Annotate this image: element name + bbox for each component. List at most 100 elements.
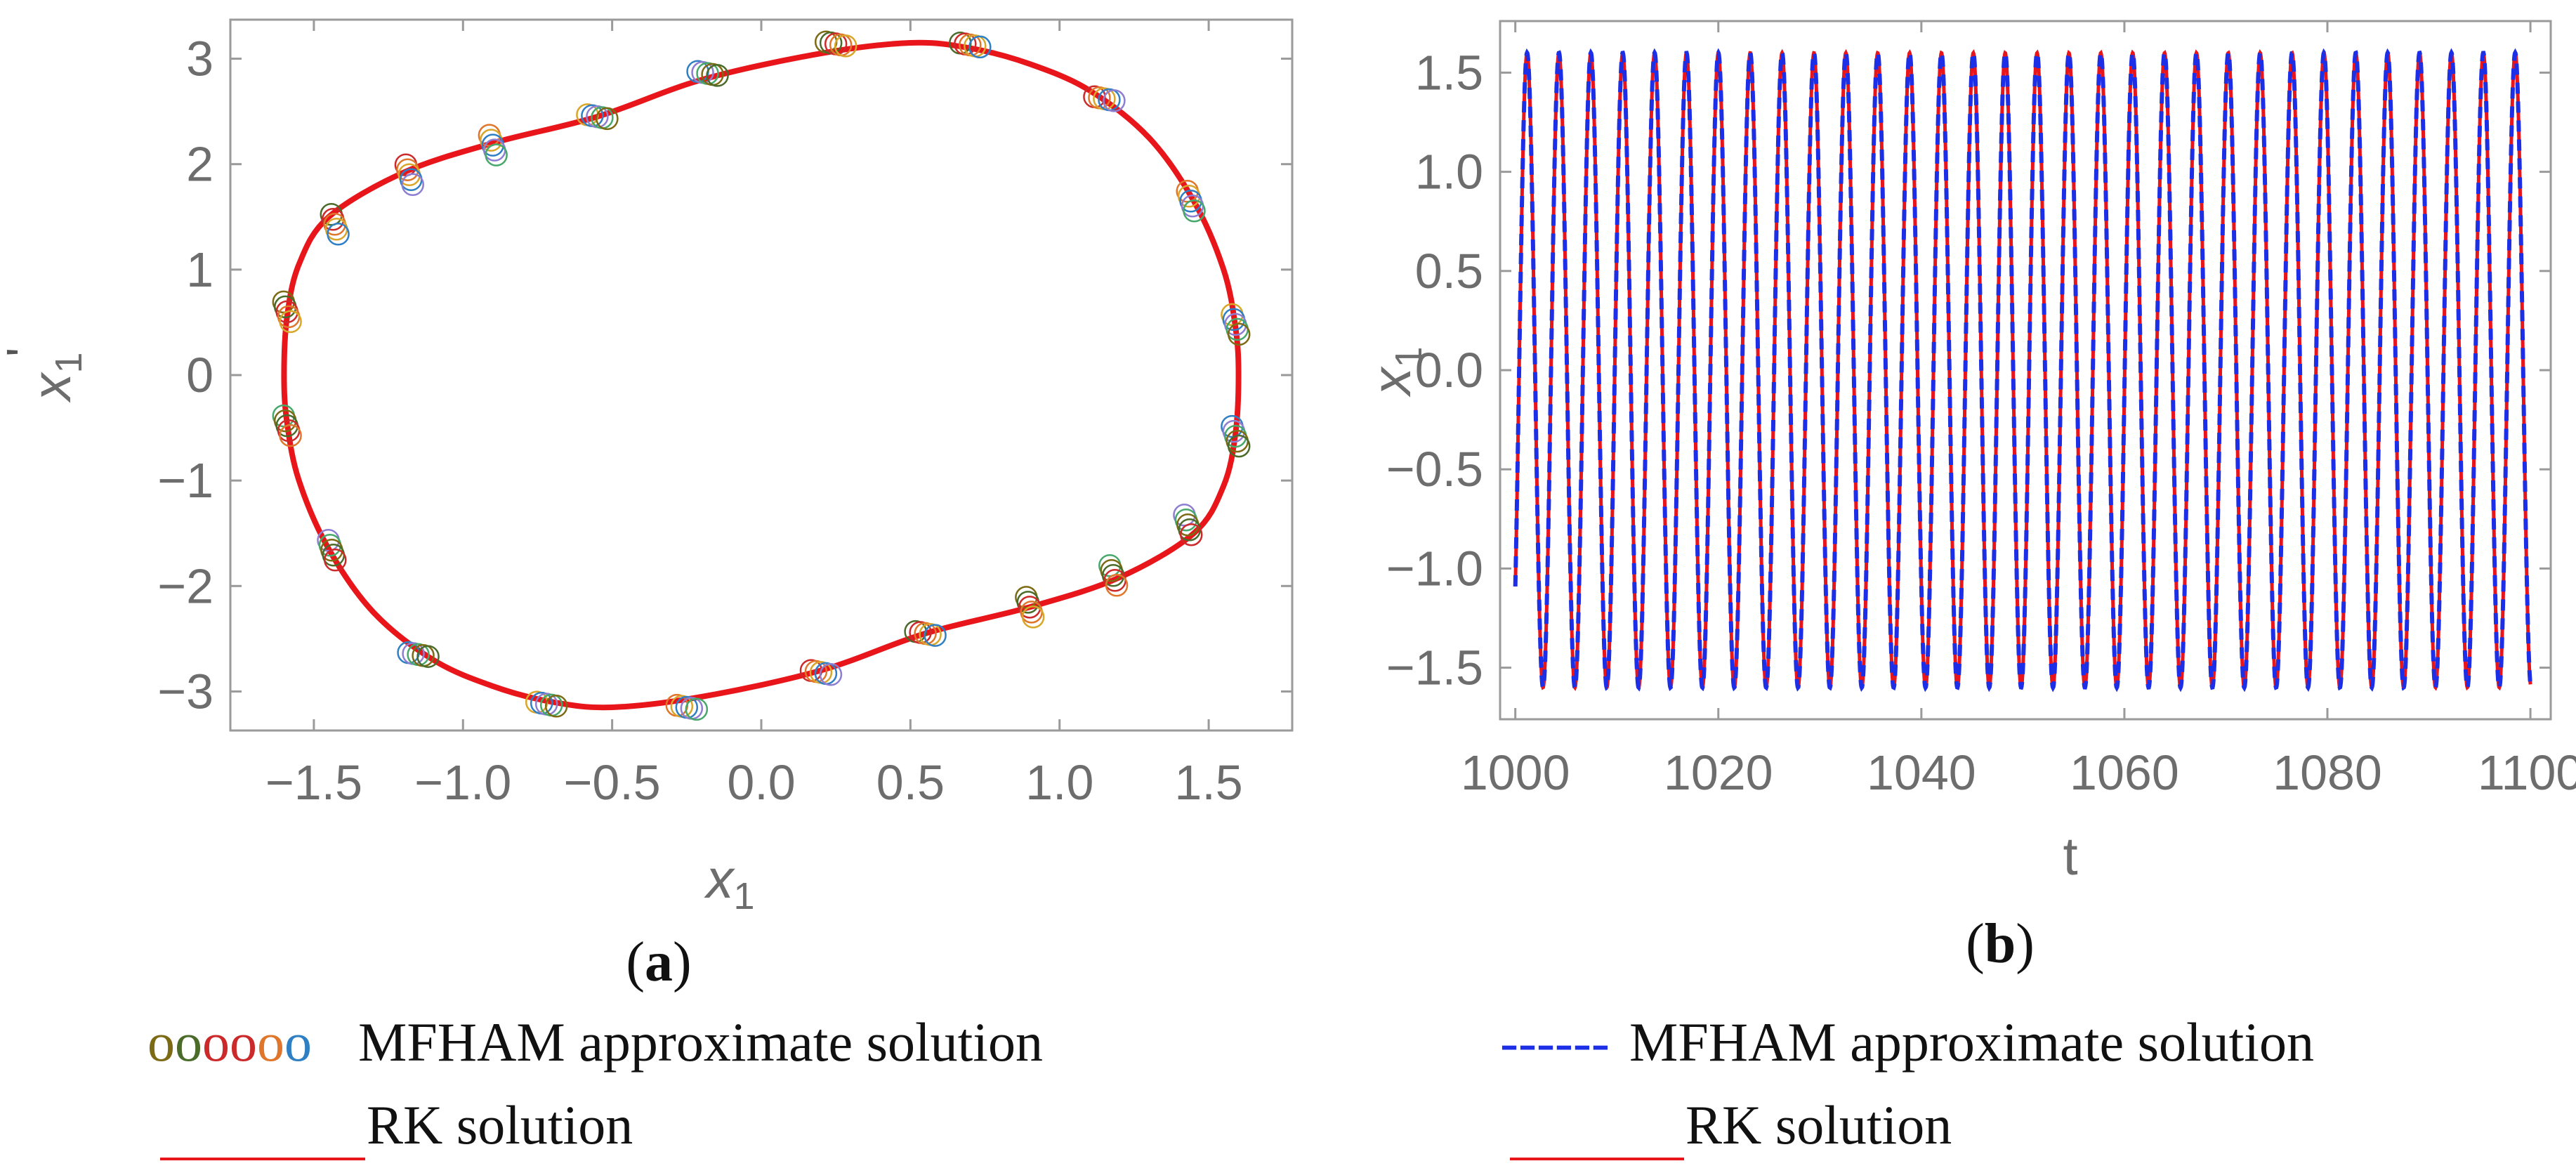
panel-a-mfham-circle — [279, 424, 302, 447]
panel-a-mfham-marker — [949, 31, 992, 59]
panel-a-mfham-marker — [1221, 414, 1251, 458]
panel-a-x-axis-label: x1 — [703, 848, 754, 917]
panel-a-mfham-circle — [279, 310, 302, 334]
panel-b-y-tick-label: −1.0 — [1386, 541, 1483, 596]
legend-left: oooooo MFHAM approximate solution RK sol… — [147, 1011, 1043, 1160]
panel-a-y-axis-label: x1 ' — [0, 348, 90, 404]
panel-a-mfham-marker — [525, 690, 568, 718]
panel-a-y-axis-prime: ' — [0, 348, 51, 357]
panel-b-plot-area — [1513, 48, 2533, 693]
panel-a-x-tick-label: −0.5 — [564, 755, 661, 810]
panel-a-mfham-marker — [320, 203, 350, 246]
panel-a-x-tick-label: 0.0 — [727, 755, 795, 810]
panel-b-y-tick-label: −1.5 — [1386, 641, 1483, 695]
panel-a-plot-area — [272, 30, 1251, 721]
panel-a-mfham-marker — [799, 659, 843, 686]
panel-a-ticks — [230, 20, 1292, 730]
panel-a-y-tick-label: 1 — [186, 242, 213, 297]
panel-b-y-tick-label: 1.5 — [1415, 45, 1483, 100]
panel-a-x-tick-label: 0.5 — [876, 755, 945, 810]
panel-b-y-tick-labels: 1.5 1.0 0.5 0.0 −0.5 −1.0 −1.5 — [1386, 45, 1483, 695]
legend-right: ------ MFHAM approximate solution RK sol… — [1500, 1011, 2314, 1160]
panel-a-x-tick-label: −1.0 — [414, 755, 511, 810]
panel-a-mfham-circle — [834, 34, 857, 58]
legend-right-rk-label: RK solution — [1685, 1094, 1952, 1155]
svg-text:x1: x1 — [20, 352, 90, 403]
panel-a-mfham-circle — [1103, 89, 1126, 112]
panel-b-y-tick-label: −0.5 — [1386, 442, 1483, 497]
panel-a-y-tick-label: 0 — [186, 348, 213, 402]
panel-b-ticks — [1500, 21, 2551, 719]
panel-a-y-tick-label: −2 — [157, 558, 213, 613]
panel-a-mfham-circle — [401, 173, 424, 196]
panel-a-x-tick-label: 1.0 — [1025, 755, 1093, 810]
panel-a-mfham-circle — [1227, 322, 1251, 346]
legend-right-dash-glyphs: ------ — [1500, 1011, 1610, 1073]
panel-a-mfham-circle — [1183, 199, 1206, 223]
legend-right-mfham-label: MFHAM approximate solution — [1629, 1011, 2314, 1073]
panel-b-x-tick-label: 1060 — [2070, 745, 2179, 800]
panel-a-rk-curve — [281, 39, 1242, 711]
panel-a-mfham-marker — [272, 290, 302, 334]
panel-a-mfham-circle — [544, 695, 568, 718]
panel-b-caption: (b) — [1966, 913, 2035, 975]
panel-a-mfham-circle — [924, 624, 947, 647]
panel-a-mfham-circle — [819, 662, 843, 686]
panel-a-frame — [229, 18, 1294, 732]
panel-a-mfham-marker — [272, 404, 302, 447]
panel-a-y-tick-label: 3 — [186, 32, 213, 86]
legend-left-marker-glyphs: oooooo — [147, 1011, 312, 1073]
panel-b-y-tick-label: 1.0 — [1415, 145, 1483, 199]
panel-a-mfham-marker — [904, 620, 947, 647]
panel-b-y-axis-label: x1 — [1360, 346, 1430, 398]
panel-a-mfham-marker — [1221, 303, 1251, 346]
panel-a-mfham-marker — [394, 153, 424, 196]
panel-a-mfham-marker — [1098, 554, 1129, 597]
panel-a-mfham-circle — [1179, 523, 1203, 546]
panel-b-x-tick-labels: 1000 1020 1040 1060 1080 1100 — [1461, 745, 2576, 800]
panel-a-mfham-circle — [596, 107, 619, 131]
panel-a-mfham-circle — [485, 143, 508, 166]
panel-b-x-axis-label: t — [2063, 827, 2077, 886]
panel-a-mfham-circle — [416, 645, 440, 668]
panel-b-x-tick-label: 1000 — [1461, 745, 1570, 800]
panel-a-mfham-marker — [1176, 180, 1206, 223]
panel-a-mfham-marker — [814, 30, 857, 58]
panel-a-mfham-marker — [1083, 85, 1126, 112]
panel-a-mfham-marker — [1173, 503, 1203, 546]
panel-b-time-series: 1.5 1.0 0.5 0.0 −0.5 −1.0 −1.5 1000 1020 1040 106… — [1360, 20, 2576, 886]
panel-a-mfham-circle — [706, 64, 729, 87]
legend-left-rk-label: RK solution — [367, 1094, 633, 1155]
panel-a-mfham-circle — [685, 697, 709, 721]
panel-a-mfham-marker — [317, 528, 347, 572]
panel-a-mfham-circle — [327, 223, 350, 246]
panel-a-x-tick-label: −1.5 — [265, 755, 362, 810]
panel-a-mfham-circle — [1227, 434, 1251, 458]
panel-a-phase-portrait: 3 2 1 0 −1 −2 −3 −1.5 −1.0 −0.5 0.0 0.5 1.0 1.5 x1 x… — [0, 18, 1294, 917]
panel-a-y-tick-labels: 3 2 1 0 −1 −2 −3 — [157, 32, 213, 719]
panel-b-x-tick-label: 1080 — [2273, 745, 2382, 800]
panel-a-y-tick-label: −1 — [157, 453, 213, 508]
panel-a-y-tick-label: 2 — [186, 137, 213, 192]
panel-a-caption: (a) — [626, 931, 691, 993]
panel-a-mfham-circle — [1105, 574, 1129, 597]
panel-a-mfham-marker — [397, 641, 440, 668]
panel-a-x-tick-label: 1.5 — [1174, 755, 1242, 810]
panel-a-mfham-marker — [576, 103, 619, 131]
panel-b-x-tick-label: 1100 — [2478, 745, 2576, 800]
panel-a-mfham-circle — [324, 548, 347, 572]
panel-a-y-tick-label: −3 — [157, 664, 213, 719]
panel-b-x-tick-label: 1040 — [1867, 745, 1976, 800]
panel-a-mfham-circle — [968, 35, 992, 59]
svg-text:x1: x1 — [1360, 346, 1430, 398]
panel-a-mfham-circle — [1021, 605, 1045, 629]
panel-a-mfham-marker — [478, 124, 508, 166]
panel-a-mfham-marker — [686, 60, 729, 87]
panel-b-x-tick-label: 1020 — [1664, 745, 1773, 800]
panel-a-mfham-marker — [1015, 586, 1045, 629]
panel-b-mfham-line — [1513, 48, 2533, 693]
panel-a-x-tick-labels: −1.5 −1.0 −0.5 0.0 0.5 1.0 1.5 — [265, 755, 1243, 810]
panel-a-mfham-marker — [665, 693, 709, 721]
panel-b-y-tick-label: 0.0 — [1415, 343, 1483, 398]
